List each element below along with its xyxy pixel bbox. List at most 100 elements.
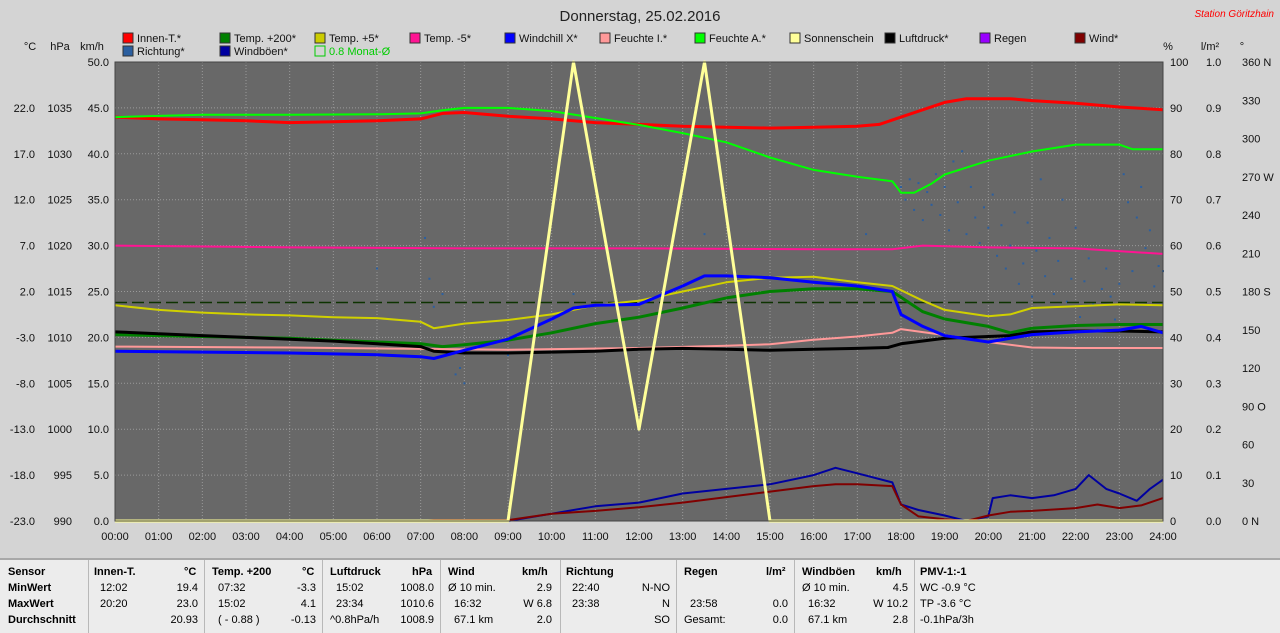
stats-wind-mean: 2.0 bbox=[536, 614, 552, 626]
x-tick-label: 09:00 bbox=[494, 531, 522, 543]
stats-wind-avg-label: Ø 10 min. bbox=[448, 582, 496, 594]
stats-druck-trend: ^0.8hPa/h bbox=[330, 614, 380, 626]
direction-point bbox=[961, 150, 964, 153]
direction-point bbox=[952, 160, 955, 163]
tick-label-lm2: 0.7 bbox=[1206, 195, 1221, 207]
stats-boeen-avg-label: Ø 10 min. bbox=[802, 582, 850, 594]
stats-pmv-windchill: WC -0.9 °C bbox=[920, 582, 976, 594]
stats-boeen-max: W 10.2 bbox=[873, 598, 908, 610]
tick-label-hpa: 1005 bbox=[48, 378, 72, 390]
x-tick-label: 19:00 bbox=[931, 531, 959, 543]
direction-point bbox=[1113, 318, 1116, 321]
stats-temp200-header: Temp. +200 bbox=[212, 566, 272, 578]
direction-point bbox=[1070, 277, 1073, 280]
tick-label-celsius: -13.0 bbox=[10, 424, 35, 436]
stats-row-avg-label: Durchschnitt bbox=[8, 614, 76, 626]
legend-label: Wind* bbox=[1089, 33, 1119, 45]
tick-label-hpa: 1035 bbox=[48, 103, 72, 115]
direction-point bbox=[1017, 282, 1020, 285]
direction-point bbox=[969, 185, 972, 188]
direction-point bbox=[1153, 285, 1156, 288]
stats-richtung-dir-1: N-NO bbox=[641, 582, 670, 594]
stats-sensor-header: Sensor bbox=[8, 566, 46, 578]
axis-unit-lm2: l/m² bbox=[1201, 41, 1220, 53]
stats-druck-avg: 1008.9 bbox=[400, 614, 434, 626]
tick-label-kmh: 35.0 bbox=[88, 195, 109, 207]
stats-regen-max: 0.0 bbox=[772, 598, 788, 610]
legend-label: Feuchte I.* bbox=[614, 33, 668, 45]
tick-label-lm2: 0.4 bbox=[1206, 332, 1221, 344]
weather-chart: Donnerstag, 25.02.2016 Station Göritzhain… bbox=[10, 8, 1275, 543]
tick-label-kmh: 30.0 bbox=[88, 241, 109, 253]
tick-label-percent: 0 bbox=[1170, 516, 1176, 528]
legend-label: Innen-T.* bbox=[137, 33, 182, 45]
tick-label-celsius: 12.0 bbox=[14, 195, 35, 207]
series-line bbox=[114, 329, 1164, 355]
tick-label-kmh: 10.0 bbox=[88, 424, 109, 436]
direction-point bbox=[428, 277, 431, 280]
tick-label-lm2: 0.8 bbox=[1206, 149, 1221, 161]
tick-label-percent: 60 bbox=[1170, 241, 1182, 253]
direction-point bbox=[1004, 267, 1007, 270]
direction-point bbox=[1083, 280, 1086, 283]
x-tick-label: 18:00 bbox=[887, 531, 915, 543]
direction-point bbox=[908, 178, 911, 181]
direction-point bbox=[507, 354, 509, 357]
direction-point bbox=[376, 267, 378, 270]
direction-point bbox=[1140, 185, 1143, 188]
legend-swatch bbox=[219, 32, 231, 44]
tick-label-percent: 90 bbox=[1170, 103, 1182, 115]
direction-point bbox=[921, 219, 924, 222]
stats-richtung-time-2: 23:38 bbox=[572, 598, 600, 610]
series-line bbox=[115, 483, 1164, 522]
direction-point bbox=[1026, 221, 1029, 224]
x-tick-label: 15:00 bbox=[756, 531, 784, 543]
tick-label-hpa: 1030 bbox=[48, 149, 72, 161]
tick-label-kmh: 5.0 bbox=[94, 470, 109, 482]
tick-label-percent: 80 bbox=[1170, 149, 1182, 161]
tick-label-hpa: 1000 bbox=[48, 424, 72, 436]
tick-label-celsius: -18.0 bbox=[10, 470, 35, 482]
series-line bbox=[115, 466, 1164, 522]
tick-label-percent: 10 bbox=[1170, 470, 1182, 482]
direction-point bbox=[1057, 259, 1060, 262]
tick-label-percent: 30 bbox=[1170, 378, 1182, 390]
direction-point bbox=[956, 201, 959, 204]
stats-boeen-max-time: 16:32 bbox=[808, 598, 836, 610]
stats-wind-max: W 6.8 bbox=[523, 598, 552, 610]
legend-swatch bbox=[122, 32, 134, 44]
direction-point bbox=[1039, 178, 1042, 181]
legend-label: Temp. +200* bbox=[234, 33, 297, 45]
direction-point bbox=[982, 206, 985, 209]
stats-innen-avg: 20.93 bbox=[170, 614, 198, 626]
direction-point bbox=[1144, 247, 1147, 250]
tick-label-kmh: 50.0 bbox=[88, 57, 109, 69]
tick-label-lm2: 0.5 bbox=[1206, 287, 1221, 299]
tick-label-percent: 20 bbox=[1170, 424, 1182, 436]
axis-unit-kmh: km/h bbox=[80, 41, 104, 53]
tick-label-hpa: 1010 bbox=[48, 332, 72, 344]
stats-druck-max: 1010.6 bbox=[400, 598, 434, 610]
direction-point bbox=[987, 226, 990, 229]
direction-point bbox=[1087, 257, 1090, 260]
tick-label-celsius: 2.0 bbox=[20, 287, 35, 299]
stats-druck-min: 1008.0 bbox=[400, 582, 434, 594]
series-line bbox=[114, 244, 1164, 255]
stats-wind-distance: 67.1 km bbox=[454, 614, 494, 626]
stats-regen-total-label: Gesamt: bbox=[684, 614, 726, 626]
stats-richtung-time-1: 22:40 bbox=[572, 582, 600, 594]
x-tick-label: 00:00 bbox=[101, 531, 129, 543]
direction-point bbox=[943, 185, 946, 188]
x-tick-label: 20:00 bbox=[975, 531, 1003, 543]
tick-label-kmh: 25.0 bbox=[88, 287, 109, 299]
direction-point bbox=[1074, 226, 1077, 229]
tick-label-deg: 180 S bbox=[1242, 287, 1271, 299]
direction-point bbox=[930, 203, 933, 206]
tick-label-deg: 30 bbox=[1242, 478, 1254, 490]
x-tick-label: 03:00 bbox=[232, 531, 260, 543]
stats-innen-max: 23.0 bbox=[176, 598, 198, 610]
tick-label-lm2: 0.6 bbox=[1206, 241, 1221, 253]
legend-swatch bbox=[789, 32, 801, 44]
direction-point bbox=[441, 293, 444, 296]
tick-label-deg: 270 W bbox=[1242, 172, 1274, 184]
